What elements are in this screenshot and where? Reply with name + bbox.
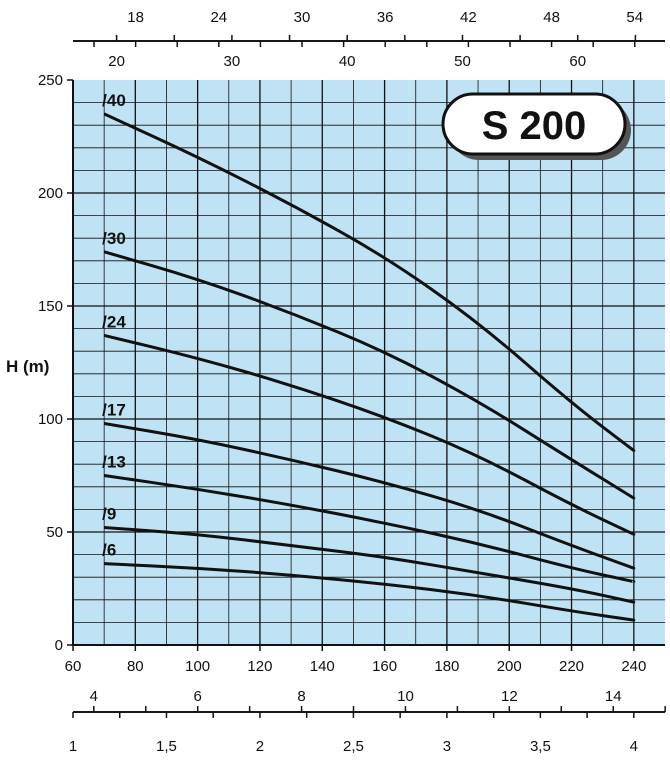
y-tick-label: 200 [38,185,63,202]
top-inner-axis-label: 30 [224,53,241,70]
x-tick-label: 140 [310,658,335,675]
y-axis-title: H (m) [6,357,49,376]
x-tick-label: 100 [185,658,210,675]
x-tick-label: 120 [247,658,272,675]
curve-label-9: /9 [102,504,116,523]
bottom-mid-axis-label: 10 [397,688,414,705]
bottom-mid-axis-label: 6 [194,688,202,705]
top-inner-axis-label: 60 [569,53,586,70]
x-tick-label: 200 [497,658,522,675]
top-outer-axis-label: 36 [377,9,394,26]
bottom-low-axis-label: 3 [443,738,451,755]
top-outer-axis-label: 30 [294,9,311,26]
title-badge: S 200 [441,92,631,160]
series-layer: /40/30/24/17/13/9/6 [102,91,636,622]
curve-label-30: /30 [102,229,126,248]
top-outer-axis-label: 24 [210,9,227,26]
bottom-mid-axis-label: 14 [605,688,622,705]
x-tick-label: 180 [434,658,459,675]
x-tick-label: 160 [372,658,397,675]
bottom-low-axis-label: 2 [256,738,264,755]
curve-label-40: /40 [102,91,126,110]
x-tick-label: 220 [559,658,584,675]
y-tick-label: 150 [38,298,63,315]
curve-6 [104,562,636,622]
top-inner-axis-label: 50 [454,53,471,70]
curve-13 [103,474,636,584]
top-outer-axis-label: 18 [127,9,144,26]
bottom-low-axis-label: 4 [630,738,638,755]
y-tick-label: 0 [55,637,63,654]
curve-24 [103,333,636,536]
curve-label-24: /24 [102,312,126,331]
axes: 60 80 100 120 140 160 180 200 220 240050100150200… [38,9,666,755]
top-outer-axis-label: 54 [626,9,643,26]
curve-9 [104,526,636,604]
curve-17 [103,422,636,570]
chart-title: S 200 [482,104,587,148]
bottom-low-axis-label: 3,5 [530,738,551,755]
top-outer-axis-label: 42 [460,9,477,26]
bottom-mid-axis-label: 4 [90,688,98,705]
top-inner-axis-label: 40 [339,53,356,70]
bottom-mid-axis-label: 12 [501,688,518,705]
top-inner-axis-label: 20 [108,53,125,70]
bottom-mid-axis-label: 8 [297,688,305,705]
x-tick-label: 240 [621,658,646,675]
y-tick-label: 100 [38,411,63,428]
curve-label-13: /13 [102,453,126,472]
plot-background [73,80,665,645]
bottom-low-axis-label: 1,5 [156,738,177,755]
y-tick-label: 50 [46,524,63,541]
top-outer-axis-label: 48 [543,9,560,26]
curve-30 [103,250,636,500]
curve-40 [103,112,636,453]
x-tick-label: 60 [65,658,82,675]
curve-label-6: /6 [102,541,116,560]
bottom-low-axis-label: 2,5 [343,738,364,755]
curve-label-17: /17 [102,401,126,420]
bottom-low-axis-label: 1 [69,738,77,755]
x-tick-label: 80 [127,658,144,675]
y-tick-label: 250 [38,72,63,89]
